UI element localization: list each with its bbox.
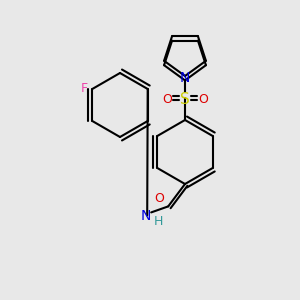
Text: O: O <box>154 192 164 205</box>
Text: N: N <box>180 70 190 85</box>
Text: H: H <box>154 215 163 228</box>
Text: S: S <box>180 92 190 107</box>
Text: N: N <box>141 209 152 223</box>
Text: O: O <box>198 93 208 106</box>
Text: O: O <box>162 93 172 106</box>
Text: F: F <box>81 82 88 95</box>
